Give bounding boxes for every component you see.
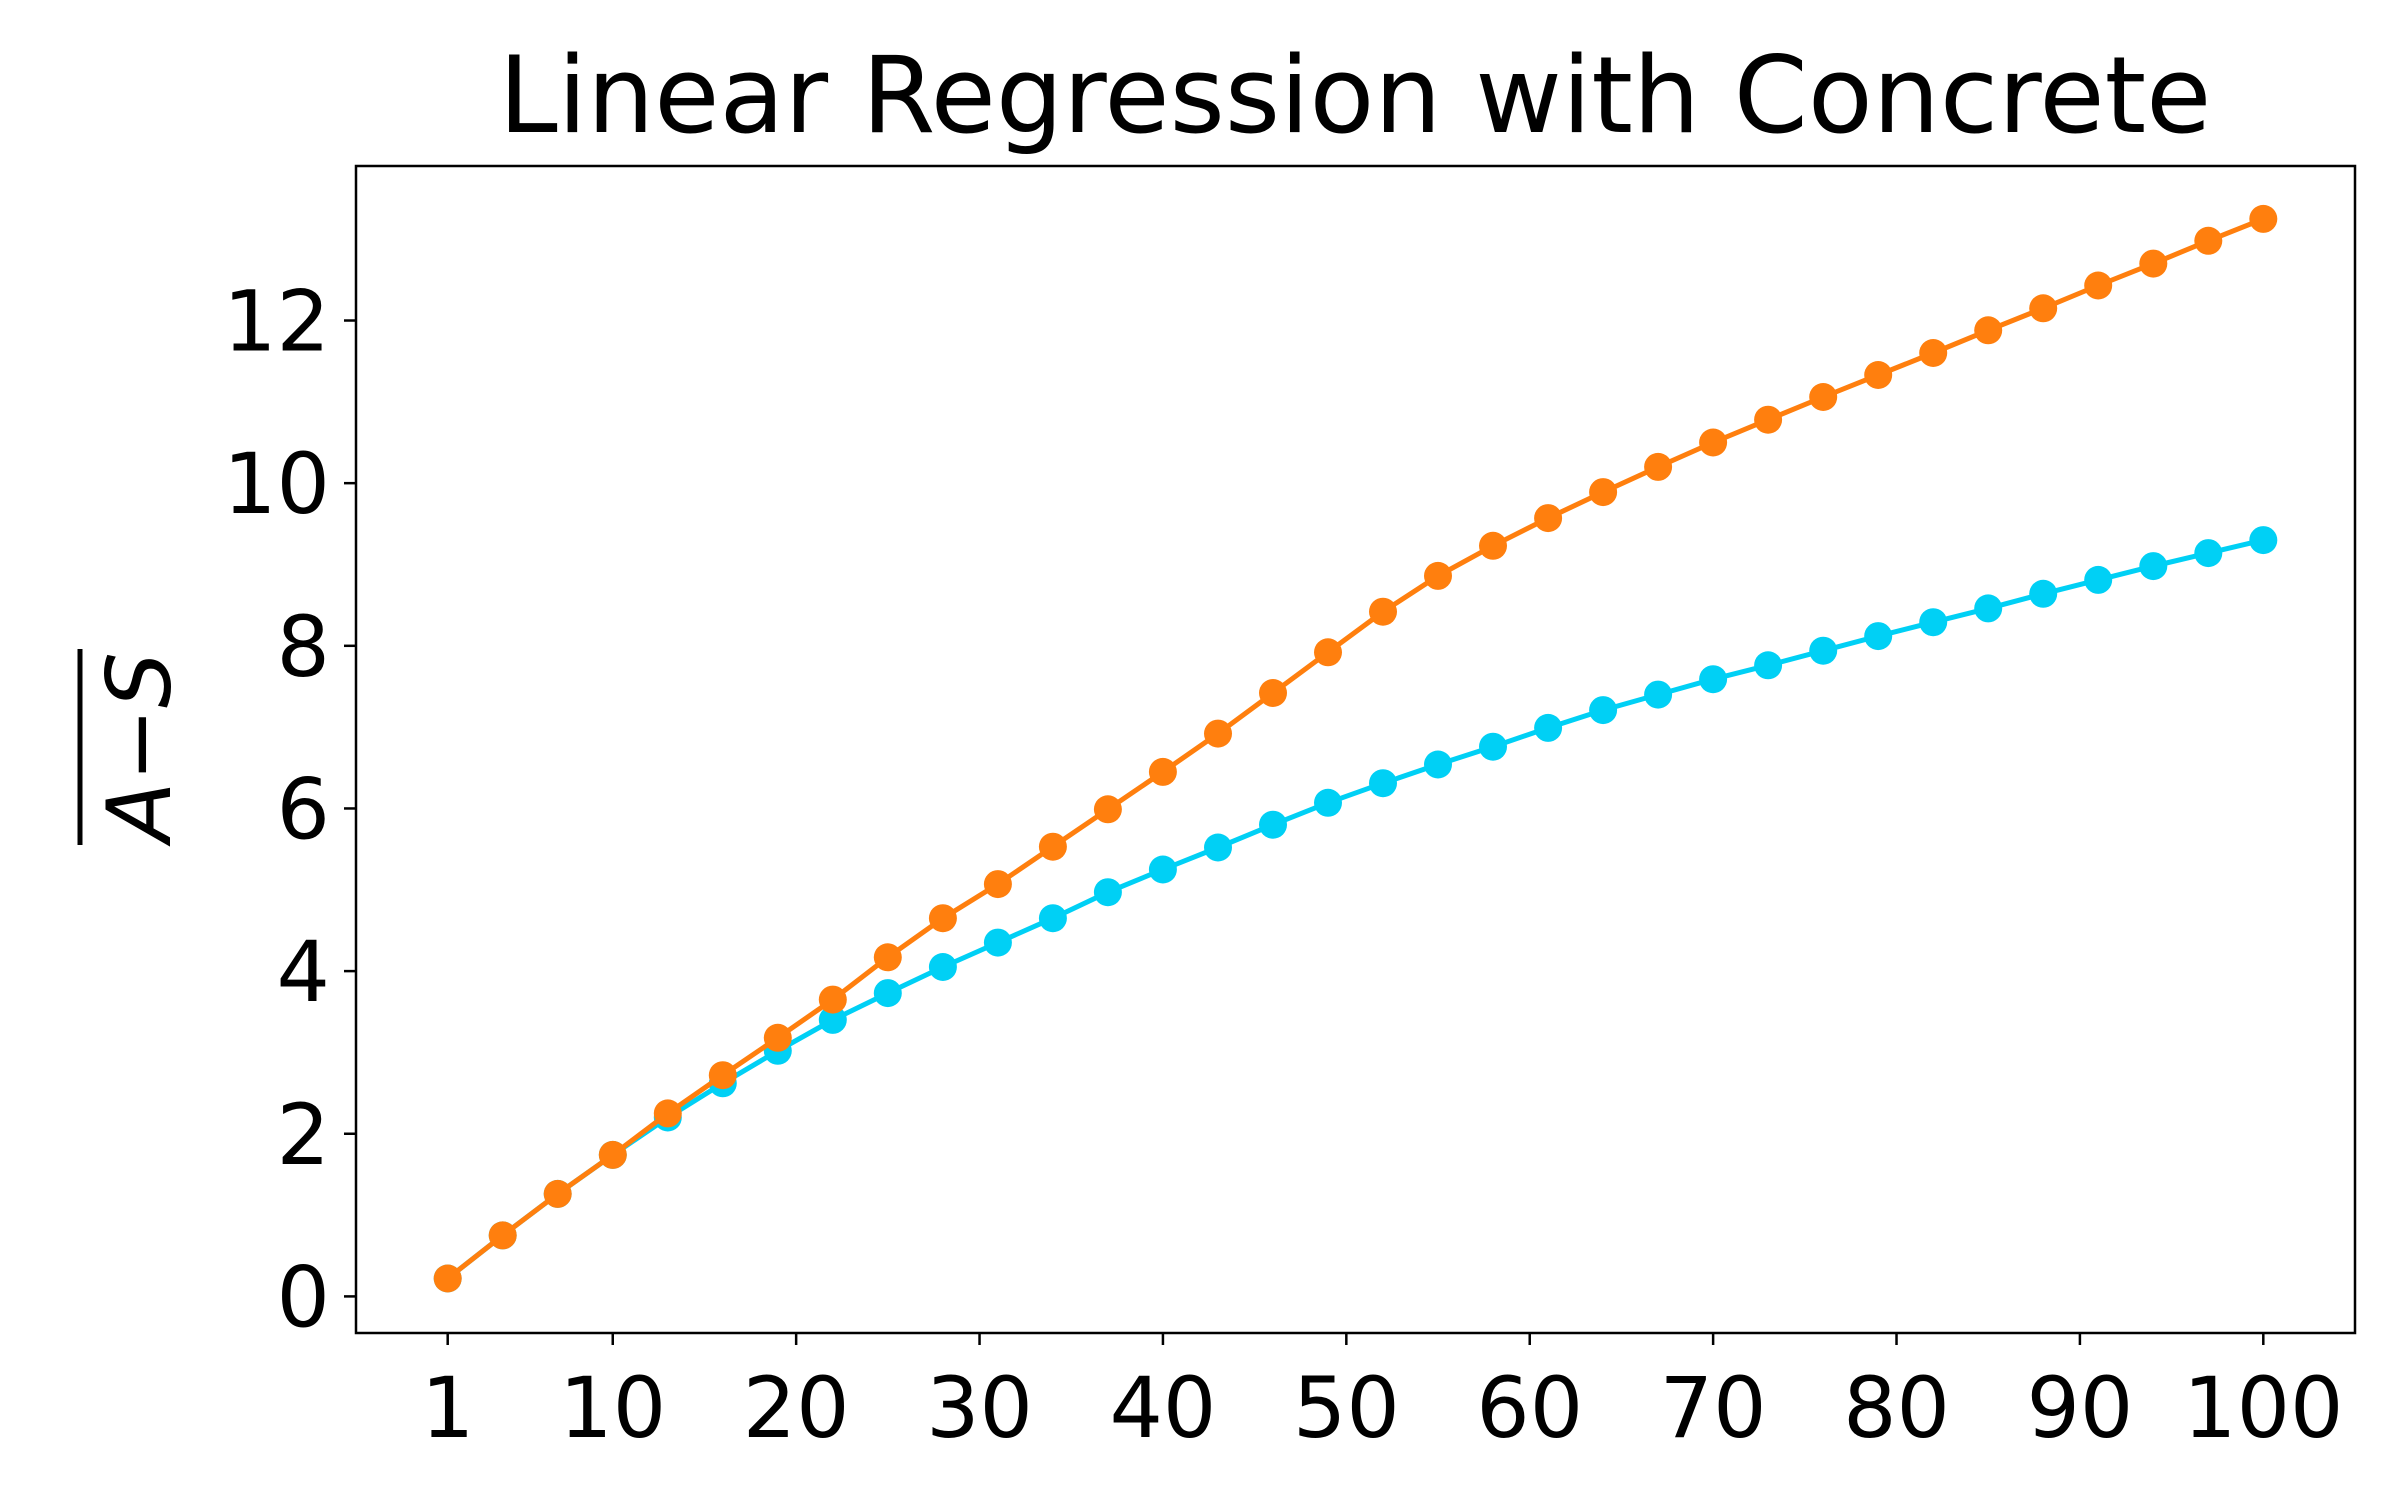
series-0-point — [2139, 552, 2168, 581]
series-1-point — [1974, 316, 2003, 345]
series-1-point — [983, 870, 1012, 899]
series-0-point — [1919, 608, 1948, 637]
series-1-point — [1754, 405, 1783, 434]
series-1-point — [543, 1179, 572, 1208]
series-0-point — [873, 979, 902, 1008]
series-1-point — [1919, 339, 1948, 367]
x-tick-label: 90 — [2026, 1359, 2133, 1457]
series-1-point — [818, 985, 847, 1014]
y-tick-label: 12 — [223, 273, 330, 371]
series-1-point — [488, 1221, 517, 1250]
y-tick-label: 8 — [277, 598, 330, 696]
series-1-point — [1534, 504, 1563, 533]
series-0-point — [1644, 680, 1673, 709]
x-tick-label: 70 — [1660, 1359, 1767, 1457]
series-0-point — [1148, 855, 1177, 884]
series-1-point — [1204, 719, 1232, 748]
x-tick-label: 80 — [1843, 1359, 1950, 1457]
series-0-point — [1754, 651, 1783, 680]
series-1-point — [1699, 428, 1728, 457]
series-1-point — [2249, 204, 2278, 233]
series-0-point — [1038, 904, 1067, 933]
series-1-point — [1314, 638, 1342, 667]
series-1-point — [1259, 679, 1287, 707]
series-1-point — [1644, 452, 1673, 481]
x-tick-label: 1 — [421, 1359, 474, 1457]
series-0-point — [1479, 732, 1507, 761]
series-1-point — [763, 1023, 792, 1052]
series-0-point — [1589, 696, 1618, 725]
series-1-point — [873, 943, 902, 972]
series-0-point — [818, 1005, 847, 1034]
y-tick-label: 2 — [277, 1086, 330, 1184]
plot-series — [433, 204, 2278, 1293]
series-0-line — [446, 537, 2264, 1281]
series-1-point — [653, 1099, 682, 1128]
y-tick-label: 4 — [277, 923, 330, 1021]
series-1-point — [1038, 832, 1067, 861]
series-0-point — [1204, 833, 1232, 862]
series-0-point — [1699, 665, 1728, 694]
series-1-point — [1369, 597, 1397, 626]
series-0-point — [1534, 713, 1563, 742]
series-0-point — [1259, 810, 1287, 839]
series-0-point — [2194, 539, 2223, 568]
series-1 — [433, 204, 2278, 1293]
series-1-point — [2029, 294, 2058, 323]
series-0-point — [983, 928, 1012, 957]
series-0-point — [2249, 526, 2278, 555]
series-0-point — [2084, 565, 2113, 594]
x-tick-label: 40 — [1109, 1359, 1216, 1457]
series-0 — [433, 526, 2278, 1293]
x-tick-label: 30 — [926, 1359, 1033, 1457]
series-0-point — [1369, 769, 1397, 798]
series-1-point — [1148, 757, 1177, 786]
y-axis-label: A−S — [77, 649, 191, 847]
x-tick-label: 60 — [1476, 1359, 1583, 1457]
chart-title: Linear Regression with Concrete — [499, 34, 2212, 157]
series-1-point — [1479, 531, 1507, 560]
y-tick-label: 6 — [277, 760, 330, 858]
series-0-point — [928, 953, 957, 981]
series-1-point — [1589, 478, 1618, 507]
series-1-point — [2139, 249, 2168, 278]
y-tick-label: 10 — [223, 435, 330, 533]
series-0-point — [1974, 594, 2003, 623]
y-tick-label: 0 — [277, 1248, 330, 1346]
series-0-point — [2029, 579, 2058, 608]
x-tick-label: 20 — [743, 1359, 850, 1457]
y-axis-label-text: A−S — [88, 652, 191, 847]
series-1-point — [928, 904, 957, 933]
series-1-point — [2084, 271, 2113, 300]
x-axis-ticks: 1 10 20 30 40 50 60 70 80 90 100 — [421, 1333, 2343, 1457]
series-1-point — [598, 1140, 627, 1169]
series-1-point — [1809, 383, 1838, 411]
series-0-point — [1864, 622, 1893, 651]
x-tick-label: 100 — [2183, 1359, 2343, 1457]
y-axis-ticks: 0 2 4 6 8 10 12 — [223, 273, 356, 1346]
series-0-point — [1424, 750, 1452, 779]
series-1-point — [2194, 226, 2223, 255]
plot-frame — [354, 164, 2357, 1335]
series-1-line — [446, 216, 2265, 1281]
x-tick-label: 50 — [1293, 1359, 1400, 1457]
series-0-point — [1093, 878, 1122, 907]
series-1-point — [1093, 795, 1122, 824]
series-0-point — [1314, 788, 1342, 817]
series-1-point — [433, 1264, 462, 1293]
series-1-point — [708, 1061, 737, 1090]
x-tick-label: 10 — [559, 1359, 666, 1457]
series-0-point — [1809, 636, 1838, 665]
series-1-point — [1864, 361, 1893, 389]
series-1-point — [1424, 561, 1452, 590]
